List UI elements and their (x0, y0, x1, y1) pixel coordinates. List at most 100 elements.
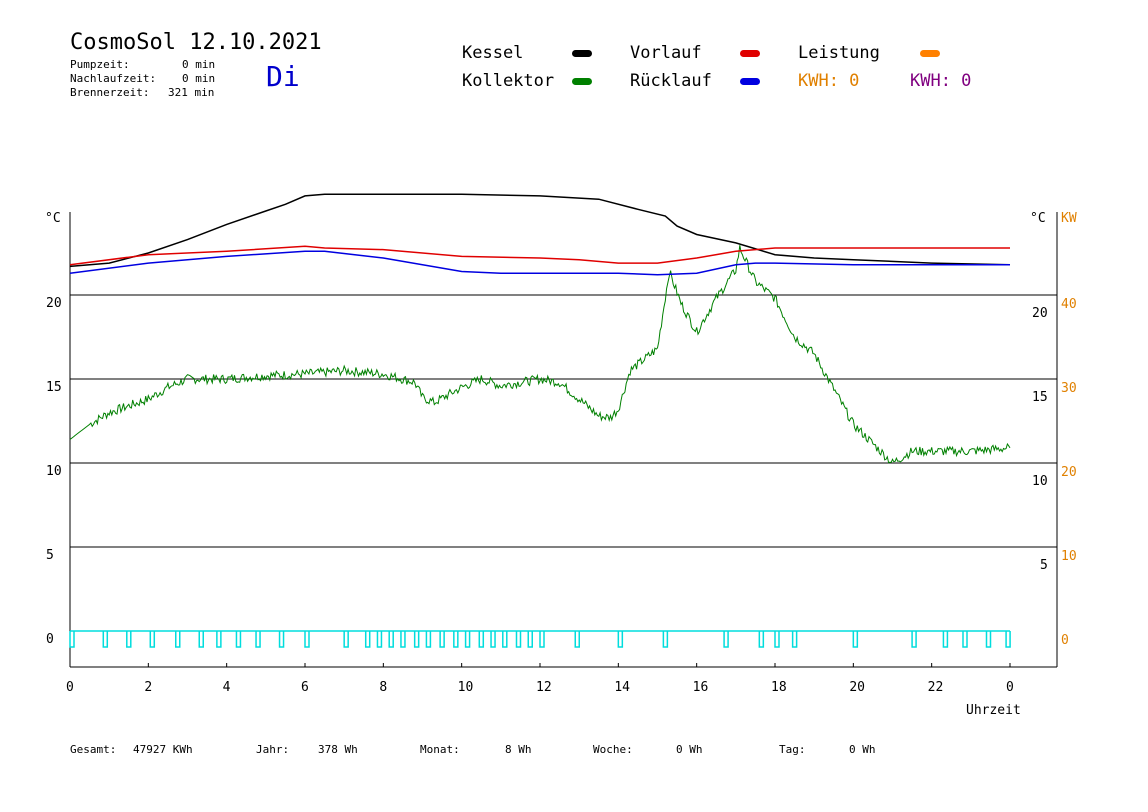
y-tick-label-right-temp: 20 (1032, 306, 1048, 321)
y-tick-label-left: 5 (46, 548, 54, 563)
footer-woche-value: 0 Wh (676, 743, 703, 756)
chart-title: CosmoSol 12.10.2021 (70, 30, 322, 55)
x-tick-label: 2 (144, 680, 152, 695)
tick-label-layer: 0 2 4 6 8 10 12 14 16 18 20 22 0 Uhrzeit 0 5 10 15 20 5 10 15… (45, 211, 1077, 718)
stat-nachlaufzeit-label: Nachlaufzeit: (70, 72, 157, 85)
pump-pulse (502, 631, 508, 648)
pump-pulse (235, 631, 242, 648)
footer-jahr-value: 378 Wh (318, 743, 358, 756)
y-tick-label-right-power: 30 (1061, 381, 1077, 396)
y-tick-label-right-temp: 15 (1032, 390, 1048, 405)
series-line-ruecklauf (69, 250, 1010, 276)
y-tick-label-right-power: 0 (1061, 633, 1069, 648)
legend-vorlauf-swatch (740, 50, 760, 57)
pump-pulse (911, 631, 917, 648)
footer-monat-value: 8 Wh (505, 743, 532, 756)
pump-pulse (464, 631, 471, 648)
x-tick-label: 22 (928, 680, 944, 695)
pump-pulse (175, 631, 181, 648)
pump-pulse (662, 631, 669, 648)
pump-pulse (439, 631, 445, 648)
y-tick-label-right-power: 10 (1061, 549, 1077, 564)
legend-kessel: Kessel (462, 43, 524, 63)
x-tick-label: 10 (458, 680, 474, 695)
footer-woche-label: Woche: (593, 743, 633, 756)
pump-pulse (490, 631, 496, 648)
footer-gesamt-value: 47927 KWh (133, 743, 193, 756)
x-axis-title: Uhrzeit (966, 703, 1021, 718)
footer-tag-value: 0 Wh (849, 743, 876, 756)
pump-pulse (400, 631, 406, 648)
legend-kwh-purple: KWH: 0 (910, 71, 972, 91)
y-tick-label-right-temp: 5 (1040, 558, 1048, 573)
grid-layer (69, 212, 1058, 668)
legend-vorlauf: Vorlauf (630, 43, 702, 63)
pump-pulse (617, 631, 624, 648)
footer-tag-label: Tag: (779, 743, 806, 756)
pump-pulse (942, 631, 949, 648)
x-tick-label: 16 (693, 680, 709, 695)
y-tick-label-left: 10 (46, 464, 62, 479)
pump-pulse (962, 631, 968, 648)
x-tick-label: 4 (223, 680, 231, 695)
pump-pulse (723, 631, 729, 648)
footer-gesamt-label: Gesamt: (70, 743, 117, 756)
stat-pumpzeit-value: 0 min (182, 58, 216, 71)
pump-pulse (574, 631, 580, 648)
pump-pulse (478, 631, 485, 648)
pump-pulse (255, 631, 261, 648)
legend-kwh-orange: KWH: 0 (798, 71, 860, 91)
pump-pulse (527, 631, 533, 648)
x-tick-label: 18 (771, 680, 787, 695)
legend-leistung: Leistung (798, 43, 880, 63)
x-tick-label: 0 (1006, 680, 1014, 695)
series-line-kollektor (69, 245, 1011, 464)
pump-pulse (791, 631, 798, 648)
y-tick-label-left: 20 (46, 296, 62, 311)
pump-pulse (774, 631, 780, 648)
x-tick-label: 14 (614, 680, 630, 695)
stat-brennerzeit-label: Brennerzeit: (70, 86, 150, 99)
pump-pulse (852, 631, 859, 648)
pump-pulse (515, 631, 522, 648)
y-tick-label-right-power: 20 (1061, 465, 1077, 480)
footer-jahr-label: Jahr: (256, 743, 290, 756)
pump-pulse (376, 631, 383, 648)
pump-pulse (198, 631, 204, 648)
pump-pulse (126, 631, 132, 648)
pump-pulse (278, 631, 285, 648)
pump-pulse (413, 631, 420, 648)
pump-pulse-layer (69, 630, 1011, 648)
pump-pulse (1005, 631, 1011, 648)
y-tick-label-right-power: 40 (1061, 297, 1077, 312)
y-tick-label-left: 15 (46, 380, 62, 395)
stat-brennerzeit-value: 321 min (168, 86, 215, 99)
pump-pulse (343, 631, 349, 648)
pump-pulse (388, 631, 394, 648)
pump-pulse (304, 631, 310, 648)
x-tick-label: 12 (536, 680, 552, 695)
y-tick-label-left: 0 (46, 632, 54, 647)
legend-ruecklauf: Rücklauf (630, 71, 712, 91)
y-unit-right-temp: °C (1030, 211, 1046, 226)
weekday-label: Di (266, 60, 300, 93)
footer-monat-label: Monat: (420, 743, 460, 756)
pump-pulse (102, 631, 109, 648)
y-unit-right-power: KW (1061, 211, 1077, 226)
x-tick-label: 20 (849, 680, 865, 695)
legend-ruecklauf-swatch (740, 78, 760, 85)
stat-nachlaufzeit-value: 0 min (182, 72, 216, 85)
pump-pulse (364, 631, 371, 648)
stat-pumpzeit-label: Pumpzeit: (70, 58, 130, 71)
series-line-kessel (69, 193, 1011, 268)
x-tick-label: 0 (66, 680, 74, 695)
pump-pulse (539, 631, 545, 648)
pump-pulse (453, 631, 459, 648)
legend-leistung-swatch (920, 50, 940, 57)
series-layer (69, 193, 1011, 464)
legend-kollektor-swatch (572, 78, 592, 85)
pump-pulse (425, 631, 432, 648)
x-tick-label: 6 (301, 680, 309, 695)
y-unit-left: °C (45, 211, 61, 226)
